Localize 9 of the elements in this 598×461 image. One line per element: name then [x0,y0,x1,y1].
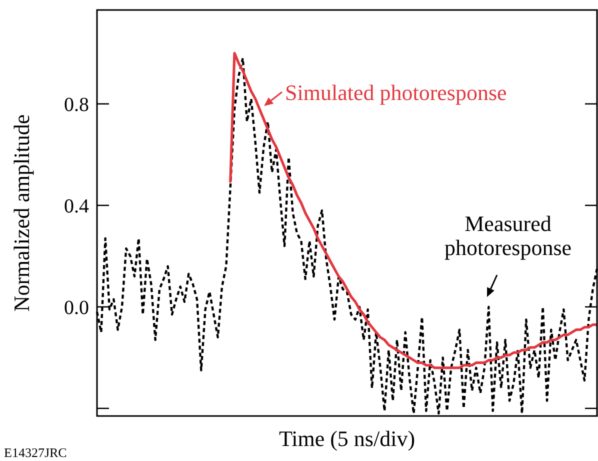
legend-label: Simulated photoresponse [285,80,507,105]
x-axis-title: Time (5 ns/div) [278,426,416,451]
series-label: Measured photoresponse [444,211,572,260]
line-series [229,52,598,370]
text: E14327JRC [4,445,67,460]
y-tick-label: 0.0 [64,296,89,319]
y-tick-label: 0.4 [64,195,89,218]
y-tick-label: 0.8 [64,94,89,116]
y-axis-title: Normalized amplitude [9,114,34,312]
